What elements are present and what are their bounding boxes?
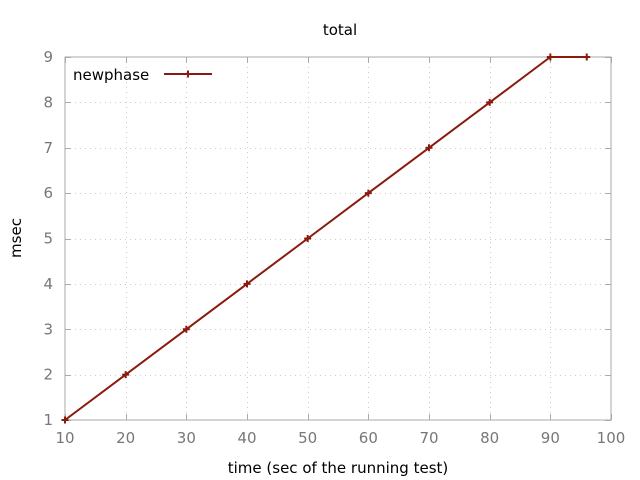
- legend-marker-point: [184, 70, 192, 78]
- data-point: [364, 189, 372, 197]
- x-tick-label: 80: [480, 429, 499, 447]
- x-tick-label: 100: [597, 429, 626, 447]
- y-tick-label: 4: [43, 275, 53, 293]
- x-tick-label: 50: [298, 429, 317, 447]
- y-tick-label: 9: [43, 48, 53, 66]
- data-point: [61, 416, 69, 424]
- data-point: [486, 98, 494, 106]
- y-axis-label: msec: [7, 218, 25, 258]
- y-tick-labels: 1 2 3 4 5 6 7 8 9: [43, 48, 53, 429]
- y-tick-label: 7: [43, 139, 53, 157]
- y-tick-label: 8: [43, 93, 53, 111]
- plot-frame: [64, 56, 612, 421]
- y-tick-label: 2: [43, 366, 53, 384]
- series-line-newphase: [64, 56, 587, 421]
- x-tick-labels: 10 20 30 40 50 60 70 80 90 100: [55, 429, 625, 447]
- data-point: [182, 325, 190, 333]
- y-tick-label: 1: [43, 411, 53, 429]
- data-point: [122, 371, 130, 379]
- legend: newphase: [73, 66, 212, 84]
- data-point: [583, 53, 591, 61]
- x-tick-label: 60: [359, 429, 378, 447]
- x-tick-label: 70: [419, 429, 438, 447]
- axis-ticks: [65, 57, 612, 421]
- data-point: [304, 235, 312, 242]
- chart-title: total: [323, 21, 357, 39]
- legend-label-newphase: newphase: [73, 66, 149, 84]
- y-tick-label: 5: [43, 230, 53, 248]
- x-tick-label: 30: [177, 429, 196, 447]
- x-tick-label: 20: [116, 429, 135, 447]
- x-tick-label: 10: [55, 429, 74, 447]
- legend-marker-newphase: [184, 70, 192, 78]
- series: [61, 53, 591, 424]
- y-tick-label: 3: [43, 320, 53, 338]
- x-tick-label: 90: [541, 429, 560, 447]
- grid: [65, 57, 611, 420]
- data-point: [243, 280, 251, 288]
- x-tick-label: 40: [237, 429, 256, 447]
- x-axis-label: time (sec of the running test): [228, 459, 449, 477]
- data-point: [425, 144, 433, 152]
- data-point: [546, 53, 554, 61]
- y-tick-label: 6: [43, 184, 53, 202]
